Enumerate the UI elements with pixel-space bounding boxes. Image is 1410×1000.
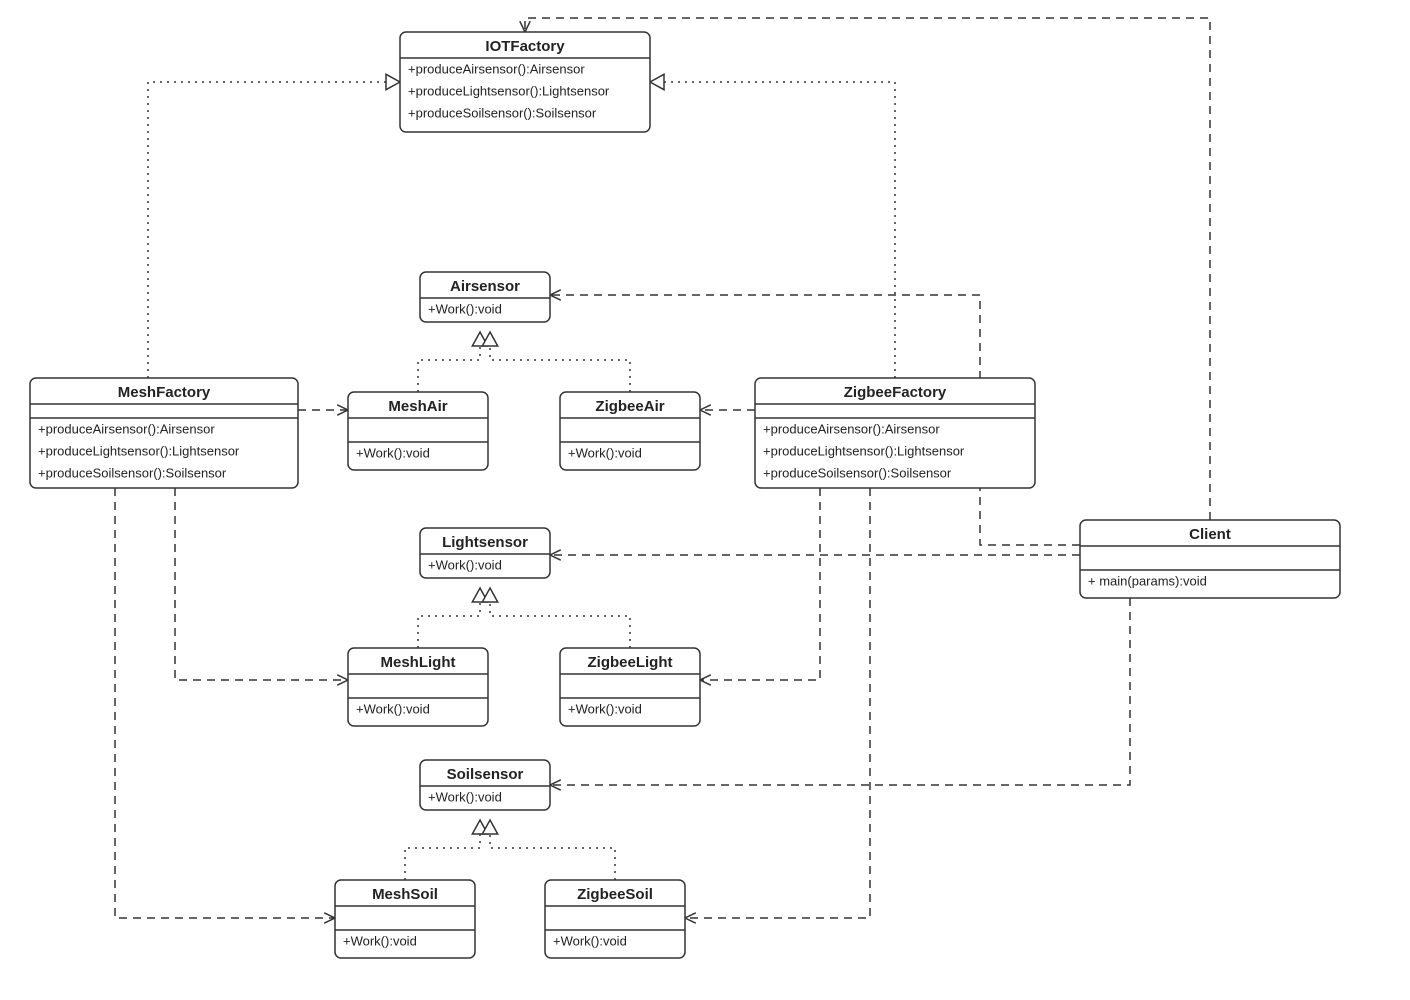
class-Airsensor: Airsensor +Work():void (420, 272, 550, 322)
class-title: Soilsensor (447, 766, 524, 783)
class-member: + main(params):void (1088, 574, 1207, 589)
class-MeshFactory: MeshFactory +produceAirsensor():Airsensor… (30, 378, 298, 488)
class-MeshSoil: MeshSoil +Work():void (335, 880, 475, 958)
class-title: MeshSoil (372, 886, 438, 903)
connector-zf-zs (685, 488, 870, 918)
class-member: +produceAirsensor():Airsensor (408, 62, 585, 77)
class-title: ZigbeeSoil (577, 886, 653, 903)
class-MeshAir: MeshAir +Work():void (348, 392, 488, 470)
class-ZigbeeFactory: ZigbeeFactory +produceAirsensor():Airsens… (755, 378, 1035, 488)
connector-mf-ms (115, 488, 335, 918)
class-member: +Work():void (568, 446, 642, 461)
class-title: IOTFactory (485, 38, 565, 55)
arrowhead-triangle (650, 74, 664, 89)
connector-zf-iot (650, 82, 895, 378)
connector-mf-iot (148, 82, 400, 378)
class-member: +produceSoilsensor():Soilsensor (763, 466, 952, 481)
class-ZigbeeSoil: ZigbeeSoil +Work():void (545, 880, 685, 958)
class-title: MeshFactory (118, 384, 211, 401)
class-member: +Work():void (343, 934, 417, 949)
class-member: +produceLightsensor():Lightsensor (763, 444, 965, 459)
class-title: ZigbeeFactory (844, 384, 947, 401)
class-member: +produceLightsensor():Lightsensor (408, 84, 610, 99)
class-member: +Work():void (428, 790, 502, 805)
class-Client: Client + main(params):void (1080, 520, 1340, 598)
connector-za-air (490, 332, 630, 392)
class-member: +produceAirsensor():Airsensor (38, 422, 215, 437)
connector-zf-zl (700, 488, 820, 680)
class-title: Lightsensor (442, 534, 528, 551)
uml-diagram: IOTFactory +produceAirsensor():Airsensor +… (0, 0, 1410, 1000)
class-member: +produceAirsensor():Airsensor (763, 422, 940, 437)
class-title: Client (1189, 526, 1231, 543)
class-member: +produceSoilsensor():Soilsensor (38, 466, 227, 481)
arrowhead-triangle (386, 74, 400, 89)
connector-ma-air (418, 332, 480, 392)
class-Soilsensor: Soilsensor +Work():void (420, 760, 550, 810)
class-ZigbeeAir: ZigbeeAir +Work():void (560, 392, 700, 470)
class-member: +Work():void (553, 934, 627, 949)
class-member: +Work():void (428, 302, 502, 317)
class-title: MeshLight (381, 654, 456, 671)
class-title: ZigbeeAir (595, 398, 664, 415)
class-Lightsensor: Lightsensor +Work():void (420, 528, 550, 578)
class-member: +Work():void (356, 446, 430, 461)
arrowhead-open (700, 675, 711, 685)
class-member: +Work():void (356, 702, 430, 717)
class-member: +produceLightsensor():Lightsensor (38, 444, 240, 459)
connector-ms-soil (405, 820, 480, 880)
class-member: +Work():void (568, 702, 642, 717)
class-member: +produceSoilsensor():Soilsensor (408, 106, 597, 121)
class-title: Airsensor (450, 278, 520, 295)
class-member: +Work():void (428, 558, 502, 573)
connector-ml-light (418, 588, 480, 648)
class-ZigbeeLight: ZigbeeLight +Work():void (560, 648, 700, 726)
connector-zs-soil (490, 820, 615, 880)
class-title: ZigbeeLight (588, 654, 673, 671)
class-MeshLight: MeshLight +Work():void (348, 648, 488, 726)
class-title: MeshAir (388, 398, 447, 415)
connector-zl-light (490, 588, 630, 648)
connector-mf-ml (175, 488, 348, 680)
class-IOTFactory: IOTFactory +produceAirsensor():Airsensor +… (400, 32, 650, 132)
